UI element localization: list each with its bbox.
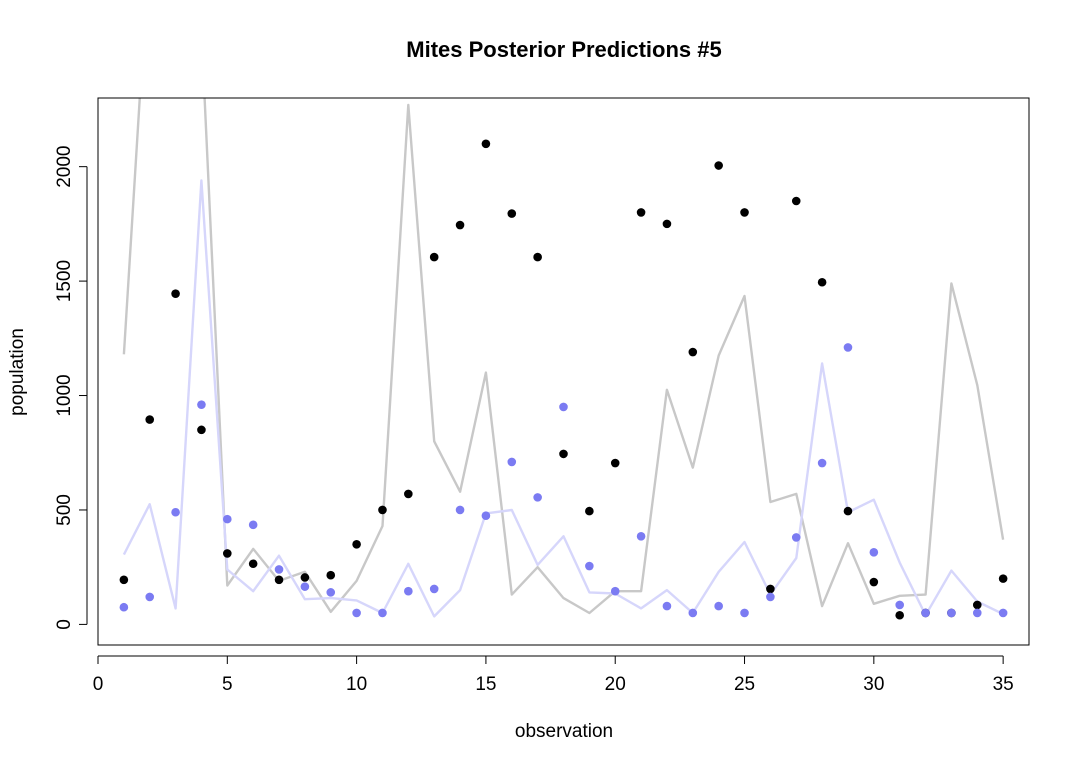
point-predicted-mean-10 (352, 608, 361, 618)
point-predicted-mean-17 (533, 493, 542, 502)
point-observed-8 (300, 573, 310, 582)
point-observed-6 (248, 559, 258, 569)
point-predicted-mean-20 (610, 586, 620, 596)
x-tick-label: 0 (93, 674, 104, 695)
x-tick-label: 20 (605, 674, 626, 695)
point-observed-13 (429, 252, 439, 262)
point-observed-9 (326, 570, 336, 580)
point-predicted-mean-28 (817, 458, 827, 468)
point-predicted-mean-34 (972, 608, 982, 618)
point-observed-35 (998, 574, 1008, 583)
point-predicted-mean-26 (766, 592, 775, 602)
point-observed-25 (740, 208, 749, 217)
point-predicted-mean-19 (585, 561, 594, 571)
plot-region (119, 98, 1008, 620)
point-predicted-mean-32 (921, 608, 930, 618)
x-tick-label: 35 (993, 674, 1014, 695)
point-observed-2 (145, 415, 155, 424)
point-observed-21 (636, 208, 646, 217)
point-predicted-mean-5 (223, 514, 232, 524)
point-predicted-mean-7 (274, 565, 284, 574)
point-observed-12 (404, 489, 413, 499)
point-observed-19 (585, 506, 594, 516)
point-predicted-mean-14 (455, 505, 465, 515)
point-predicted-mean-31 (895, 600, 904, 610)
plot-frame (97, 97, 1030, 646)
point-observed-30 (869, 577, 879, 587)
chart-title: Mites Posterior Predictions #5 (406, 37, 721, 62)
point-observed-22 (662, 219, 672, 229)
y-tick-label: 500 (54, 494, 75, 526)
point-predicted-mean-24 (714, 601, 723, 611)
point-predicted-mean-3 (171, 507, 180, 517)
point-observed-15 (481, 139, 491, 149)
y-tick-label: 1000 (54, 374, 75, 416)
point-observed-29 (843, 506, 853, 516)
point-predicted-mean-16 (507, 457, 517, 467)
y-axis-label: population (7, 328, 28, 416)
point-observed-14 (455, 220, 465, 230)
point-observed-1 (119, 575, 129, 585)
point-predicted-mean-4 (197, 400, 206, 409)
point-observed-23 (688, 347, 698, 357)
point-predicted-mean-21 (636, 531, 646, 541)
point-observed-27 (791, 196, 801, 206)
point-observed-10 (352, 539, 361, 549)
point-predicted-mean-6 (248, 520, 258, 530)
y-tick-label: 2000 (54, 146, 75, 188)
point-observed-4 (197, 425, 206, 435)
point-predicted-mean-30 (869, 548, 879, 557)
x-tick-label: 15 (475, 674, 496, 695)
point-predicted-mean-33 (947, 608, 956, 618)
point-predicted-mean-8 (300, 582, 310, 591)
point-observed-3 (171, 289, 180, 298)
x-axis: 0 5 10 15 20 25 30 35 (93, 655, 1014, 695)
x-tick-label: 30 (863, 674, 884, 695)
point-predicted-mean-9 (326, 588, 336, 597)
point-predicted-mean-22 (662, 601, 672, 611)
point-observed-16 (507, 209, 517, 218)
point-observed-11 (378, 505, 387, 515)
point-observed-26 (766, 584, 775, 594)
x-tick-label: 25 (734, 674, 755, 695)
y-tick-label: 0 (54, 619, 75, 630)
y-axis: 0 500 1000 1500 2000 (54, 146, 88, 630)
point-predicted-mean-18 (559, 402, 568, 412)
point-predicted-mean-2 (145, 592, 155, 602)
point-predicted-mean-27 (791, 533, 801, 542)
point-observed-28 (817, 277, 827, 287)
point-predicted-mean-15 (481, 511, 491, 520)
y-tick-label: 1500 (54, 260, 75, 302)
point-predicted-mean-1 (119, 602, 129, 612)
series-line-posterior-draw-gray (122, 98, 1005, 615)
point-observed-5 (223, 549, 232, 558)
point-predicted-mean-12 (404, 586, 413, 596)
point-predicted-mean-23 (688, 608, 698, 618)
x-tick-label: 10 (346, 674, 367, 695)
point-observed-20 (610, 458, 620, 468)
point-predicted-mean-25 (740, 608, 749, 618)
point-observed-18 (559, 449, 568, 459)
x-tick-label: 5 (222, 674, 233, 695)
point-observed-31 (895, 610, 904, 620)
point-predicted-mean-35 (998, 608, 1008, 618)
point-predicted-mean-11 (378, 608, 387, 618)
point-observed-17 (533, 252, 542, 262)
point-observed-24 (714, 161, 723, 170)
series-line-posterior-draw-blue (122, 179, 1004, 618)
point-predicted-mean-29 (843, 343, 853, 352)
x-axis-label: observation (515, 721, 613, 742)
point-observed-7 (274, 575, 284, 585)
point-observed-34 (972, 600, 982, 610)
point-predicted-mean-13 (429, 584, 439, 594)
